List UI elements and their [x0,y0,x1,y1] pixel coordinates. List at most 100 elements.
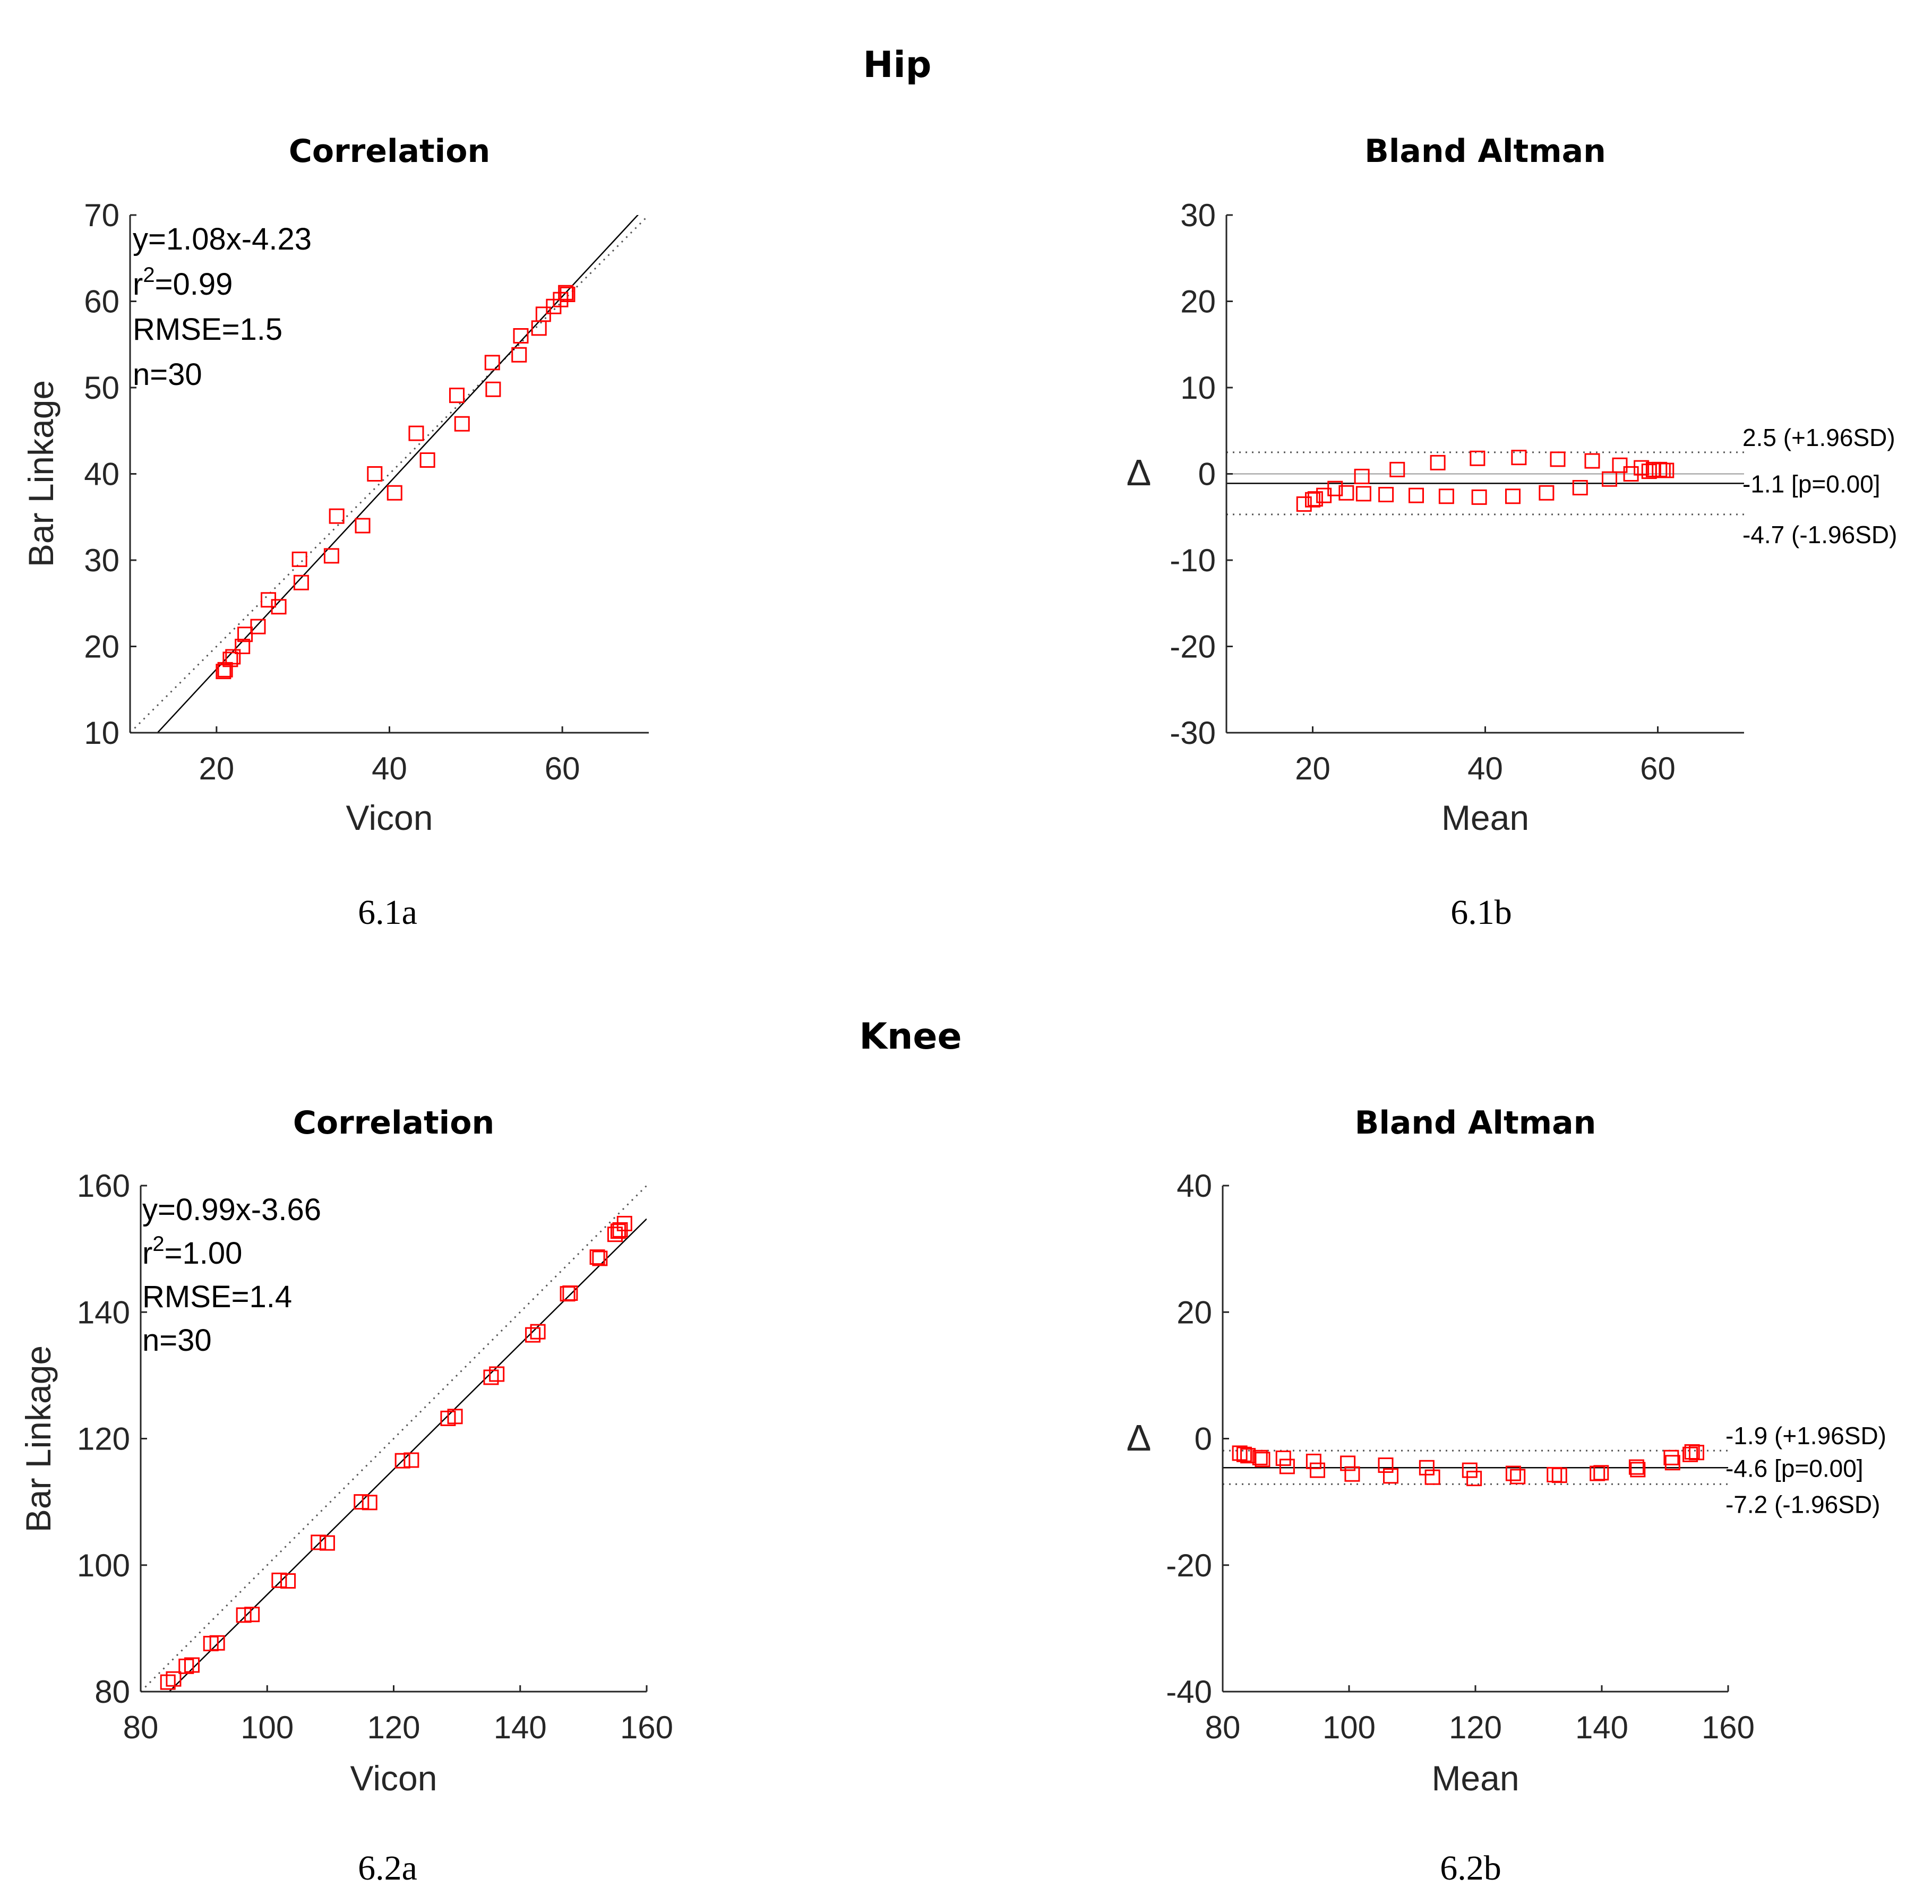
data-point [513,328,529,344]
rmse-label: RMSE=1.4 [142,1280,292,1314]
y-axis-label: Δ [1127,452,1152,493]
chart-title: Bland Altman [1364,133,1606,170]
y-tick-label: 50 [84,370,119,406]
y-tick-label: 120 [77,1421,130,1457]
data-point [1383,1468,1399,1484]
figure-caption: 6.2a [358,1849,417,1888]
data-point [1462,1462,1478,1478]
data-point [1505,488,1521,504]
plot-lines [141,1186,647,1692]
data-point [217,662,233,677]
data-point [1305,492,1320,508]
data-point [589,1249,605,1265]
data-point [531,320,547,336]
data-point [250,619,266,634]
data-point [293,574,309,590]
data-point [1306,1453,1321,1469]
y-tick-label: 10 [84,715,119,751]
y-tick-label: -20 [1166,1548,1212,1583]
regression-equation: y=1.08x-4.23 [133,222,312,256]
data-point [1438,488,1454,504]
data-point [235,639,251,654]
data-point [319,1535,335,1551]
data-point [280,1573,296,1589]
chart-title: Correlation [293,1104,494,1142]
data-point [1634,460,1650,476]
y-tick-label: 100 [77,1548,130,1583]
y-tick-label: 20 [84,629,119,665]
data-point [1505,1465,1521,1481]
y-tick-label: -40 [1166,1674,1212,1710]
data-point [447,1409,463,1425]
data-point [1572,480,1588,495]
data-point [209,1635,225,1651]
data-point [616,1215,632,1231]
section-title-knee: Knee [859,1016,961,1058]
y-tick-label: -20 [1170,629,1216,665]
x-tick-label: 80 [1205,1710,1241,1745]
data-point [166,1671,182,1687]
data-point [329,508,345,524]
data-point [1355,486,1371,502]
data-point [1510,1469,1526,1485]
x-tick-label: 80 [123,1710,159,1745]
x-axis-label: Mean [1431,1759,1519,1798]
x-tick-label: 100 [1323,1710,1376,1745]
data-point [1471,489,1487,505]
data-point [1296,496,1312,512]
identity-line [141,1186,647,1692]
y-tick-label: 40 [84,457,119,492]
y-tick-label: 30 [84,543,119,578]
data-point [419,452,435,468]
data-point [1378,487,1394,502]
y-tick-label: 20 [1180,284,1216,320]
y-tick-label: 40 [1177,1168,1212,1204]
mean-difference-label: -4.6 [p=0.00] [1725,1454,1864,1482]
identity-line [130,215,649,733]
data-point [237,627,253,642]
data-point [225,649,241,665]
panel-knee-correlation: Correlation 80 100 120 140 160 80 100 120 140 160 V… [19,1104,673,1888]
lower-limit-label: -7.2 (-1.96SD) [1725,1490,1880,1518]
data-point [1551,1468,1567,1483]
data-point [607,1227,623,1242]
data-point [1664,1455,1680,1471]
x-tick-label: 120 [367,1710,420,1745]
chart-title: Bland Altman [1355,1104,1596,1142]
data-point [1327,481,1343,496]
plot-lines [1223,1450,1728,1485]
x-tick-label: 60 [1640,751,1676,786]
data-point [511,347,527,363]
data-point [1623,466,1639,482]
y-axis-label: Δ [1127,1417,1152,1459]
data-point [1279,1459,1295,1474]
data-point [560,287,576,302]
data-point [485,381,501,397]
data-point [1252,1450,1268,1465]
y-tick-label: 60 [84,284,119,320]
data-point [1275,1450,1291,1466]
data-point [1628,1459,1644,1475]
data-point [1612,457,1628,473]
data-point [484,355,500,371]
data-point [244,1607,260,1623]
data-point [323,548,339,564]
data-point [449,388,465,404]
x-tick-label: 40 [372,751,407,786]
upper-limit-label: 2.5 (+1.96SD) [1742,424,1895,451]
figure-caption: 6.2b [1440,1849,1501,1888]
y-tick-label: -10 [1170,543,1216,578]
data-points [1296,450,1675,512]
data-point [236,1607,252,1623]
data-point [1424,1469,1440,1485]
mean-difference-label: -1.1 [p=0.00] [1742,470,1881,498]
panel-hip-correlation: Correlation 10 20 30 40 50 60 70 20 40 60 Vicon Bar … [21,133,649,932]
data-point [1689,1445,1704,1461]
data-point [367,466,383,482]
x-axis-label: Vicon [346,798,433,837]
data-point [1590,1465,1605,1481]
data-point [362,1495,377,1511]
data-point [1419,1460,1435,1476]
data-point [1389,461,1405,477]
